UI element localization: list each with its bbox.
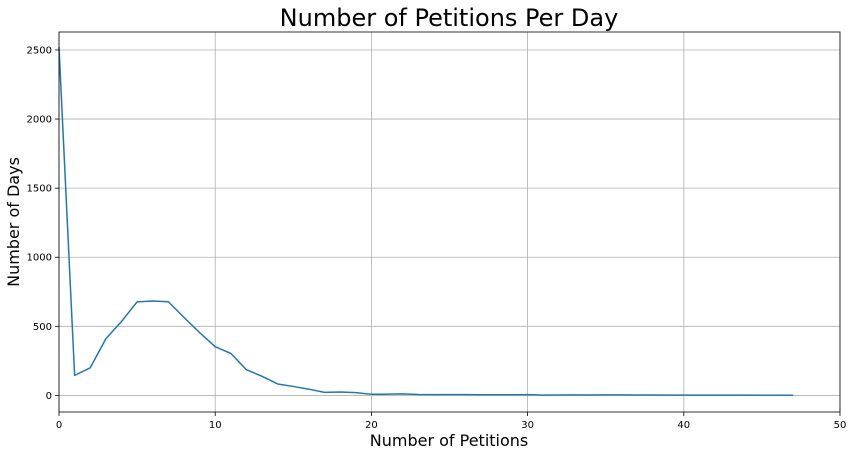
y-tick-label: 500 xyxy=(33,322,52,333)
x-tick-label: 20 xyxy=(365,420,378,431)
x-tick-label: 30 xyxy=(521,420,534,431)
series-layer xyxy=(58,47,794,397)
x-tick-label: 50 xyxy=(834,420,847,431)
y-tick-label: 2500 xyxy=(27,45,52,56)
y-tick-label: 1500 xyxy=(27,184,52,195)
grid xyxy=(58,32,841,412)
x-tick-label: 10 xyxy=(209,420,222,431)
plot-frame xyxy=(58,31,841,413)
chart-title: Number of Petitions Per Day xyxy=(280,4,619,32)
axes xyxy=(55,31,841,416)
y-tick-label: 0 xyxy=(46,391,52,402)
x-tick-label: 0 xyxy=(56,420,62,431)
y-axis-label: Number of Days xyxy=(4,157,23,287)
x-tick-label: 40 xyxy=(677,420,690,431)
y-tick-label: 1000 xyxy=(27,253,52,264)
y-tick-label: 2000 xyxy=(27,115,52,126)
series-line xyxy=(58,47,794,397)
x-axis-label: Number of Petitions xyxy=(370,431,529,450)
